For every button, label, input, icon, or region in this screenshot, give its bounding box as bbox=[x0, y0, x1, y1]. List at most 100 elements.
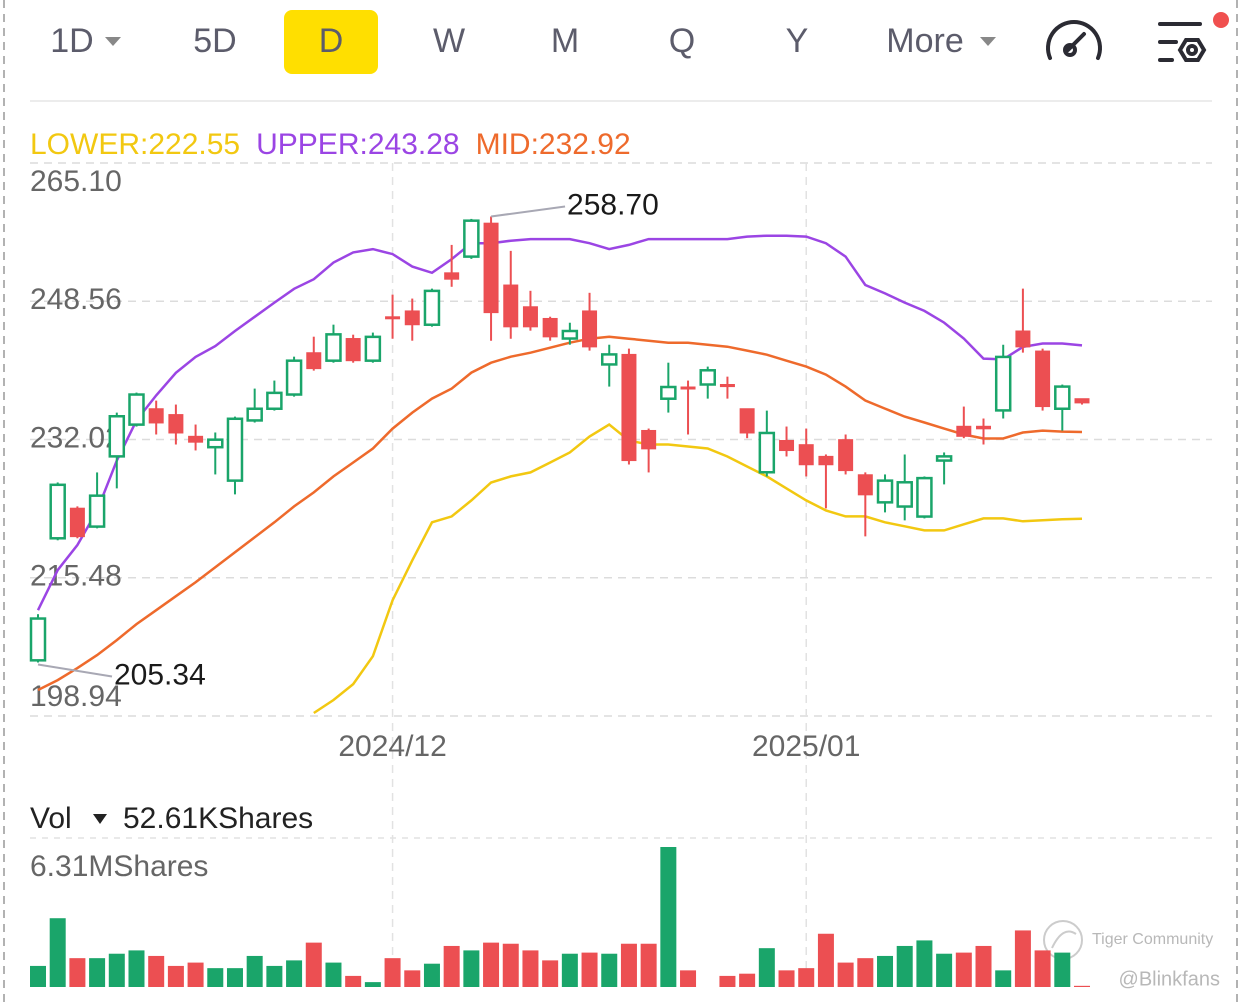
volume-bar bbox=[30, 965, 46, 987]
dropdown-caret bbox=[980, 37, 996, 46]
low-label: 205.34 bbox=[114, 658, 206, 691]
volume-bar bbox=[463, 950, 480, 987]
settings-icon[interactable] bbox=[1158, 22, 1207, 62]
candle-body bbox=[876, 479, 894, 504]
volume-bar bbox=[995, 970, 1012, 987]
volume-bar bbox=[601, 953, 618, 987]
volume-bar bbox=[423, 963, 440, 987]
volume-bar bbox=[1014, 930, 1031, 987]
volume-bar bbox=[345, 975, 362, 987]
candle-body bbox=[168, 414, 184, 434]
volume-bar bbox=[404, 970, 421, 987]
candle-body bbox=[1074, 398, 1090, 404]
volume-bar bbox=[680, 970, 697, 987]
y-tick-label: 265.10 bbox=[30, 165, 122, 198]
tab[interactable]: 5D bbox=[193, 22, 236, 60]
candle-body bbox=[1054, 385, 1071, 410]
volume-bar bbox=[167, 965, 184, 987]
candle-body bbox=[29, 617, 47, 662]
tab[interactable]: W bbox=[433, 22, 465, 60]
tab[interactable]: M bbox=[551, 22, 579, 60]
candle-body bbox=[385, 316, 401, 320]
tab[interactable]: Q bbox=[669, 22, 695, 60]
high-leader bbox=[490, 205, 566, 218]
y-tick-label: 198.94 bbox=[30, 680, 122, 713]
candle-body bbox=[503, 284, 519, 328]
tab[interactable]: Y bbox=[786, 22, 809, 60]
active-tab-bg bbox=[284, 10, 378, 74]
volume-bar bbox=[896, 945, 913, 987]
candle-body bbox=[364, 335, 382, 362]
candle-body bbox=[88, 494, 106, 528]
candle-body bbox=[542, 317, 558, 338]
indicator-legend: LOWER:222.55 UPPER:243.28 MID:232.92 bbox=[30, 128, 631, 161]
legend-value: 243.28 bbox=[368, 128, 460, 161]
volume-bar bbox=[916, 940, 933, 987]
volume-bar bbox=[108, 953, 125, 987]
candle-body bbox=[207, 438, 224, 449]
candle-body bbox=[463, 219, 480, 258]
watermark-brand: Tiger Community bbox=[1092, 931, 1213, 948]
volume-bar bbox=[384, 958, 401, 987]
volume-title: Vol bbox=[30, 802, 72, 835]
dropdown-caret bbox=[105, 37, 121, 46]
volume-bar bbox=[936, 953, 953, 987]
candle-body bbox=[935, 455, 953, 462]
candle-body bbox=[838, 439, 854, 472]
indicator-line bbox=[37, 335, 1083, 692]
legend-value: 232.92 bbox=[539, 128, 631, 161]
watermark-user: @Blinkfans bbox=[1119, 968, 1220, 990]
volume-bar bbox=[364, 982, 381, 987]
high-label: 258.70 bbox=[567, 188, 659, 221]
watermark: Tiger Community @Blinkfans bbox=[1043, 920, 1220, 990]
candle-body bbox=[916, 476, 933, 518]
volume-bar bbox=[660, 847, 677, 987]
candle-body bbox=[660, 385, 677, 400]
volume-bar bbox=[877, 955, 894, 987]
volume-bar bbox=[857, 958, 874, 987]
legend-value: 222.55 bbox=[148, 128, 240, 161]
candle-body bbox=[582, 310, 598, 348]
volume-bar bbox=[187, 962, 204, 987]
candle-body bbox=[699, 369, 716, 386]
y-tick-label: 248.56 bbox=[30, 283, 122, 316]
candle-body bbox=[739, 408, 755, 434]
volume-bar bbox=[620, 943, 637, 987]
volume-bar bbox=[148, 955, 165, 987]
volume-bar bbox=[69, 958, 86, 987]
volume-bar bbox=[975, 945, 992, 987]
volume-bar bbox=[325, 962, 342, 987]
tab[interactable]: D bbox=[319, 22, 344, 60]
volume-bar bbox=[207, 968, 224, 987]
volume-bar bbox=[305, 942, 322, 987]
volume-bar bbox=[286, 960, 303, 987]
volume-bar bbox=[561, 953, 578, 987]
watermark-logo bbox=[1051, 930, 1077, 949]
candle-body bbox=[325, 333, 342, 362]
candle-body bbox=[148, 408, 164, 424]
volume-bar bbox=[226, 968, 243, 987]
volume-bar bbox=[1074, 985, 1090, 987]
notification-dot bbox=[1213, 12, 1229, 28]
tab[interactable]: More bbox=[886, 22, 963, 60]
candle-body bbox=[818, 455, 834, 466]
volume-bar bbox=[758, 948, 775, 987]
legend-name: MID: bbox=[476, 128, 539, 161]
candle-body bbox=[266, 391, 283, 410]
tab[interactable]: 1D bbox=[50, 22, 93, 60]
candle-body bbox=[600, 353, 618, 366]
candle-body bbox=[719, 384, 735, 388]
volume-bar bbox=[128, 950, 145, 987]
candle-body bbox=[561, 329, 579, 340]
candle-body bbox=[423, 289, 441, 326]
y-tick-label: 232.02 bbox=[30, 421, 122, 454]
volume-bar bbox=[798, 968, 815, 987]
x-tick-label: 2025/01 bbox=[752, 730, 860, 763]
legend-name: UPPER: bbox=[256, 128, 368, 161]
volume-bar bbox=[49, 918, 66, 987]
speed-icon[interactable] bbox=[1046, 20, 1102, 60]
candle-body bbox=[779, 440, 795, 452]
